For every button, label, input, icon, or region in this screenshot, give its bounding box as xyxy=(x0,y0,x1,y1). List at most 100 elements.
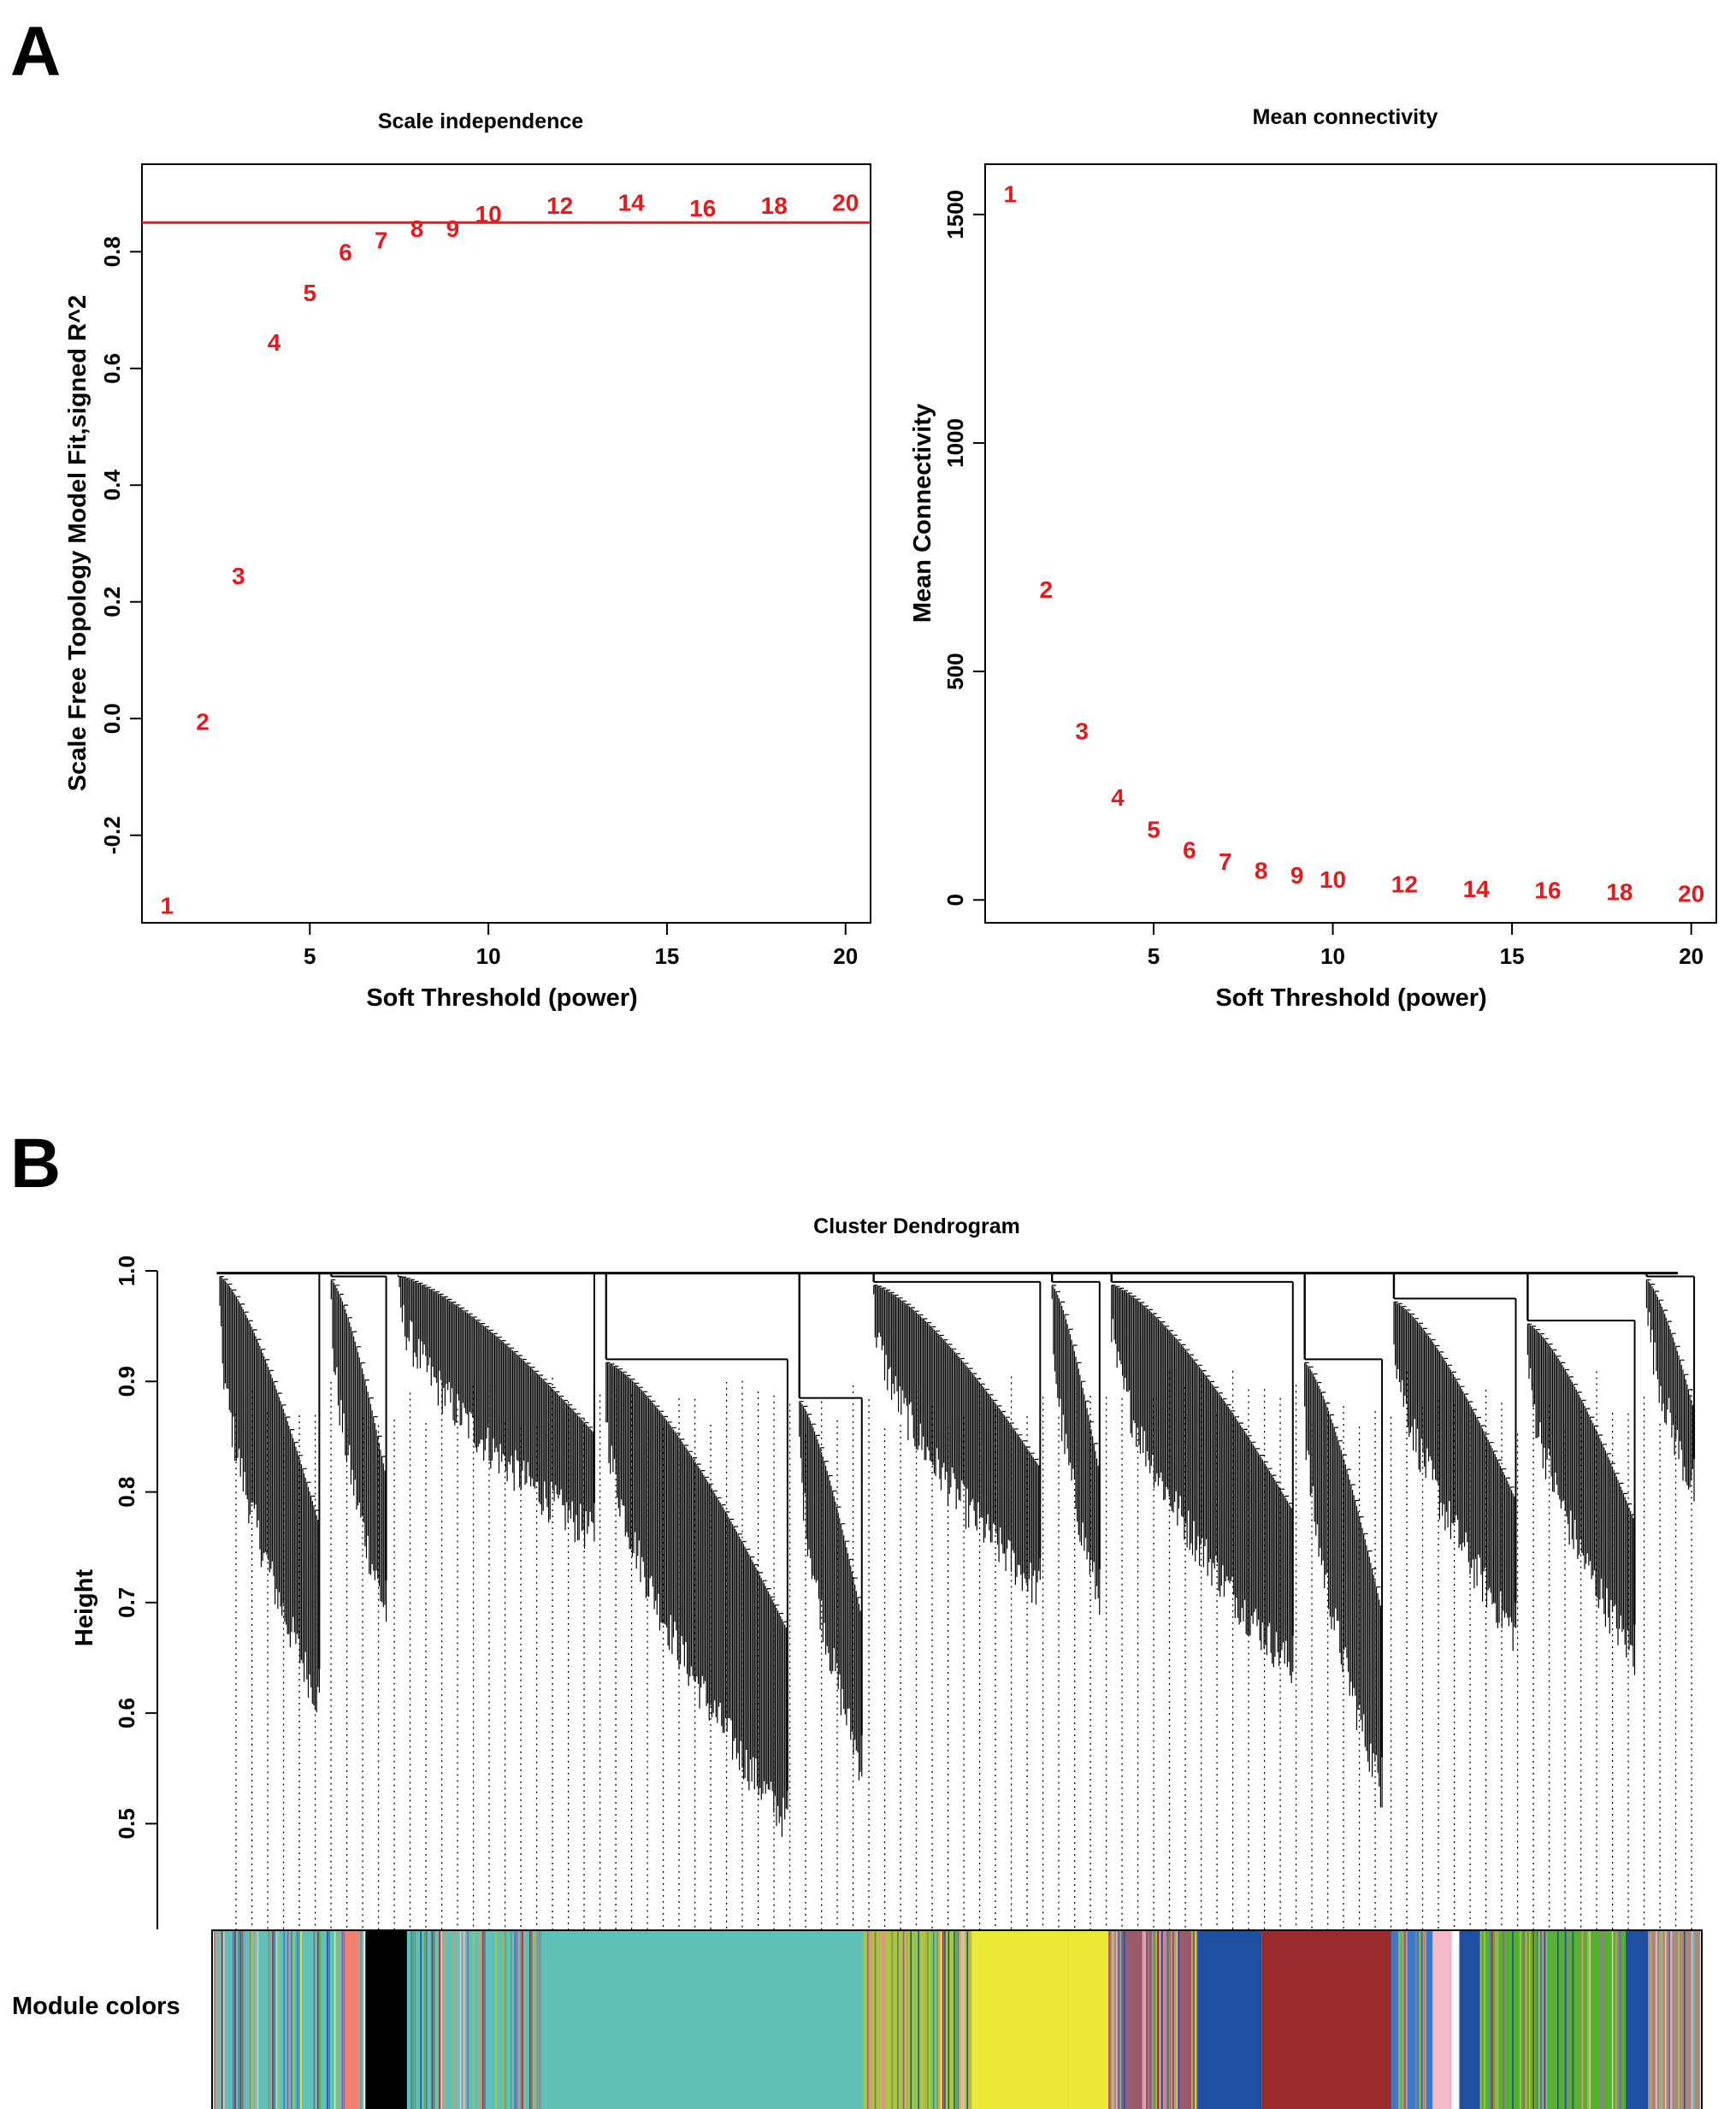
cluster-branch xyxy=(1110,1273,1294,1683)
module-color-block xyxy=(1068,1930,1109,2109)
module-color-block xyxy=(344,1930,360,2109)
panel-label-a: A xyxy=(10,13,61,91)
module-color-block xyxy=(1197,1930,1262,2109)
module-color-block xyxy=(1108,1930,1199,2109)
data-point-label: 4 xyxy=(1111,784,1125,811)
data-point-label: 2 xyxy=(1039,576,1053,603)
cluster-branch xyxy=(330,1273,387,1622)
data-point-label: 14 xyxy=(1463,876,1491,902)
module-color-block xyxy=(365,1930,407,2109)
data-point-label: 1 xyxy=(160,893,174,919)
module-color-block xyxy=(1459,1930,1480,2109)
data-point-label: 10 xyxy=(475,201,502,227)
data-point-label: 7 xyxy=(1219,848,1232,875)
y-tick-label: 0.8 xyxy=(114,1476,139,1507)
y-tick-label: 500 xyxy=(942,653,968,689)
module-color-block xyxy=(406,1930,542,2109)
chart-title: Mean connectivity xyxy=(1253,105,1438,129)
cluster-branch xyxy=(1526,1273,1636,1675)
module-color-block xyxy=(863,1930,972,2109)
y-tick-label: 0.4 xyxy=(99,470,125,501)
module-colors-label: Module colors xyxy=(12,1993,180,2020)
x-axis-label: Soft Threshold (power) xyxy=(1215,984,1486,1012)
cluster-branch xyxy=(219,1272,321,1713)
y-tick-label: 0.9 xyxy=(114,1366,139,1397)
data-point-label: 7 xyxy=(375,227,388,254)
cluster-branch xyxy=(1303,1273,1384,1808)
color-bar-frame xyxy=(211,1929,1703,2109)
data-point-label: 12 xyxy=(1391,871,1418,898)
data-point-label: 20 xyxy=(1678,880,1704,907)
x-tick-label: 10 xyxy=(476,943,501,969)
module-color-block xyxy=(214,1930,364,2109)
data-point-label: 1 xyxy=(1004,181,1018,208)
data-point-label: 18 xyxy=(761,192,788,219)
module-color-block xyxy=(1648,1930,1701,2109)
cluster-dendrogram-chart: Cluster Dendrogram 0.5 0.6 0.7 0.8 0.9 1.0 He… xyxy=(12,1214,1703,2109)
x-tick-label: 15 xyxy=(1500,943,1525,969)
data-point-label: 9 xyxy=(1290,862,1304,889)
plot-frame xyxy=(984,163,1717,924)
y-axis-label: Height xyxy=(71,1569,98,1647)
module-color-block xyxy=(1626,1930,1649,2109)
y-tick-label: 1500 xyxy=(942,190,968,239)
module-color-block xyxy=(1261,1930,1391,2109)
y-tick-label: 0.7 xyxy=(114,1587,139,1618)
x-tick-label: 5 xyxy=(1148,943,1160,969)
data-point-label: 16 xyxy=(689,195,716,222)
cluster-branch xyxy=(1051,1273,1101,1616)
data-point-label: 5 xyxy=(1147,816,1160,842)
chart-title: Scale independence xyxy=(378,109,583,133)
y-axis-label: Mean Connectivity xyxy=(909,404,936,623)
x-tick-label: 20 xyxy=(1679,943,1704,969)
data-point-label: 9 xyxy=(446,216,460,242)
module-color-block xyxy=(1432,1930,1452,2109)
data-point-label: 5 xyxy=(304,280,317,306)
y-tick-label: 0.6 xyxy=(99,353,125,384)
data-point-label: 16 xyxy=(1534,877,1561,904)
scale-independence-chart: Scale independence 5 10 15 20 -0.20.00.20.4… xyxy=(64,109,871,1012)
y-tick-label: 0.0 xyxy=(99,703,125,734)
data-point-label: 6 xyxy=(339,239,352,265)
plot-frame xyxy=(141,163,871,924)
y-tick-label: 0.6 xyxy=(114,1698,139,1728)
x-tick-label: 15 xyxy=(654,943,679,969)
data-point-label: 8 xyxy=(1255,858,1268,884)
y-tick-label: 1000 xyxy=(942,418,968,468)
cluster-branch xyxy=(397,1272,595,1549)
data-point-label: 4 xyxy=(268,329,281,356)
y-tick-label: 0 xyxy=(942,894,968,906)
cluster-branch xyxy=(605,1273,788,1837)
module-color-block xyxy=(1391,1930,1434,2109)
data-point-label: 2 xyxy=(196,709,210,735)
y-tick-label: 0.2 xyxy=(99,587,125,617)
chart-title: Cluster Dendrogram xyxy=(813,1214,1020,1238)
cluster-branch xyxy=(872,1273,1042,1605)
x-tick-label: 5 xyxy=(304,943,316,969)
module-color-block xyxy=(971,1930,1069,2109)
y-tick-label: 0.5 xyxy=(114,1808,139,1839)
data-point-label: 6 xyxy=(1183,837,1196,864)
data-point-label: 3 xyxy=(1075,718,1089,745)
data-point-label: 10 xyxy=(1320,866,1346,893)
data-point-label: 18 xyxy=(1606,879,1633,906)
y-axis-label: Scale Free Topology Model Fit,signed R^2 xyxy=(64,295,92,791)
module-color-block xyxy=(540,1930,864,2109)
x-axis-label: Soft Threshold (power) xyxy=(366,984,637,1012)
data-point-label: 14 xyxy=(618,189,646,216)
data-point-label: 12 xyxy=(546,192,573,219)
data-point-label: 8 xyxy=(410,216,424,242)
panel-label-b: B xyxy=(10,1125,61,1202)
data-point-label: 3 xyxy=(232,563,245,589)
cluster-branch xyxy=(798,1273,863,1781)
y-tick-label: -0.2 xyxy=(99,816,125,854)
y-tick-label: 1.0 xyxy=(114,1255,139,1286)
data-point-label: 20 xyxy=(832,189,859,216)
module-color-block xyxy=(1479,1930,1627,2109)
cluster-branch xyxy=(1645,1273,1696,1502)
x-tick-label: 10 xyxy=(1320,943,1345,969)
cluster-branch xyxy=(1392,1273,1517,1651)
x-tick-label: 20 xyxy=(833,943,858,969)
